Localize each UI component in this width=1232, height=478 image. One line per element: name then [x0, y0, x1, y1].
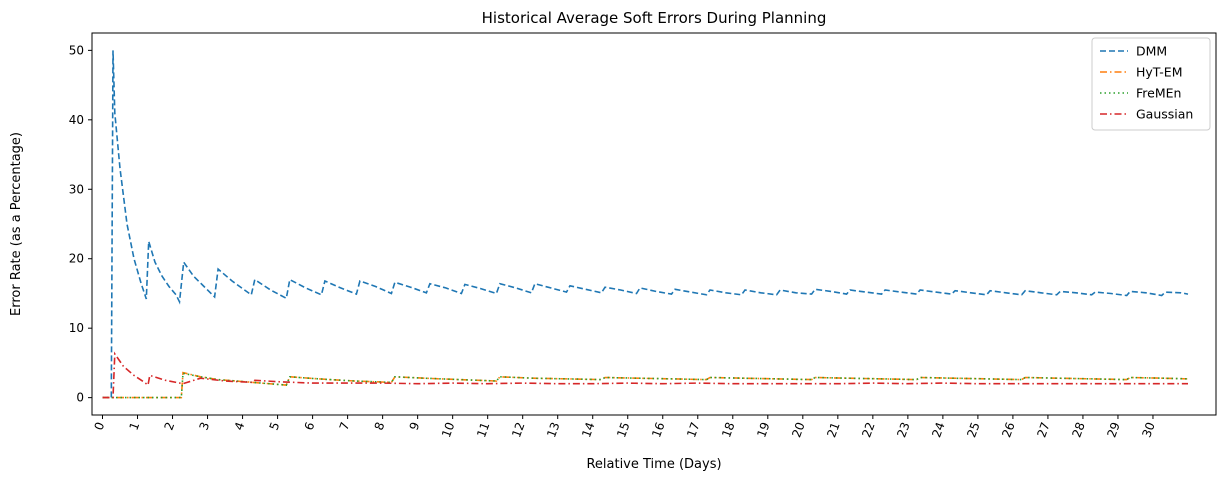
x-tick-label: 28: [1069, 420, 1087, 439]
y-axis-ticks: 0 10 20 30 40 50: [69, 43, 92, 405]
x-tick-label: 10: [439, 420, 457, 439]
x-tick-label: 8: [372, 420, 388, 432]
x-axis-ticks: 0 1 2 3 4 5 6 7 8 9 10 11 12 13 14 15 16 17 18 19 20 21 22 23 24…: [92, 415, 1158, 439]
legend-label: FreMEn: [1136, 86, 1181, 101]
x-tick-label: 29: [1104, 420, 1122, 439]
y-tick-label: 30: [69, 182, 84, 196]
y-axis-label: Error Rate (as a Percentage): [9, 132, 24, 316]
plot-frame: [91, 32, 1217, 416]
x-tick-label: 16: [649, 420, 667, 439]
legend-box: [1091, 37, 1211, 131]
x-tick-label: 21: [824, 420, 842, 439]
y-tick-label: 10: [69, 321, 84, 335]
x-tick-label: 15: [614, 420, 632, 439]
x-tick-label: 2: [162, 420, 178, 432]
series-line-dmm: [102, 50, 1189, 399]
series-line-fremen: [102, 372, 1189, 399]
x-tick-label: 20: [789, 420, 807, 439]
x-tick-label: 11: [474, 420, 492, 439]
y-tick-label: 20: [69, 252, 84, 266]
x-tick-label: 6: [302, 420, 318, 432]
chart-title: Historical Average Soft Errors During Pl…: [482, 9, 827, 27]
series-line-hyt-em: [102, 371, 1189, 399]
x-tick-label: 27: [1034, 420, 1052, 439]
legend-label: Gaussian: [1136, 107, 1193, 122]
x-tick-label: 9: [407, 420, 423, 432]
x-tick-label: 26: [999, 420, 1017, 439]
x-tick-label: 25: [964, 420, 982, 439]
x-tick-label: 18: [719, 420, 737, 439]
series-line-gaussian: [102, 351, 1188, 399]
x-tick-label: 12: [509, 420, 527, 439]
x-tick-label: 17: [684, 420, 702, 439]
x-tick-label: 13: [544, 420, 562, 439]
x-tick-label: 22: [859, 420, 877, 439]
x-tick-label: 5: [267, 420, 283, 432]
x-tick-label: 30: [1139, 420, 1157, 439]
x-tick-label: 7: [337, 420, 353, 432]
x-tick-label: 3: [197, 420, 213, 432]
legend-label: HyT-EM: [1136, 65, 1182, 80]
y-tick-label: 50: [69, 43, 84, 57]
y-tick-label: 0: [76, 391, 84, 405]
x-tick-label: 14: [579, 420, 597, 439]
x-tick-label: 24: [929, 420, 947, 439]
plot-background: [92, 33, 1216, 415]
x-axis-label: Relative Time (Days): [586, 457, 721, 472]
legend: DMM HyT-EM FreMEn Gaussian: [1091, 37, 1211, 131]
legend-label: DMM: [1136, 44, 1167, 59]
series-layer: [102, 50, 1189, 399]
x-tick-label: 23: [894, 420, 912, 439]
x-tick-label: 19: [754, 420, 772, 439]
y-tick-label: 40: [69, 113, 84, 127]
x-tick-label: 1: [127, 420, 143, 432]
x-tick-label: 0: [92, 420, 108, 432]
x-tick-label: 4: [232, 420, 248, 432]
